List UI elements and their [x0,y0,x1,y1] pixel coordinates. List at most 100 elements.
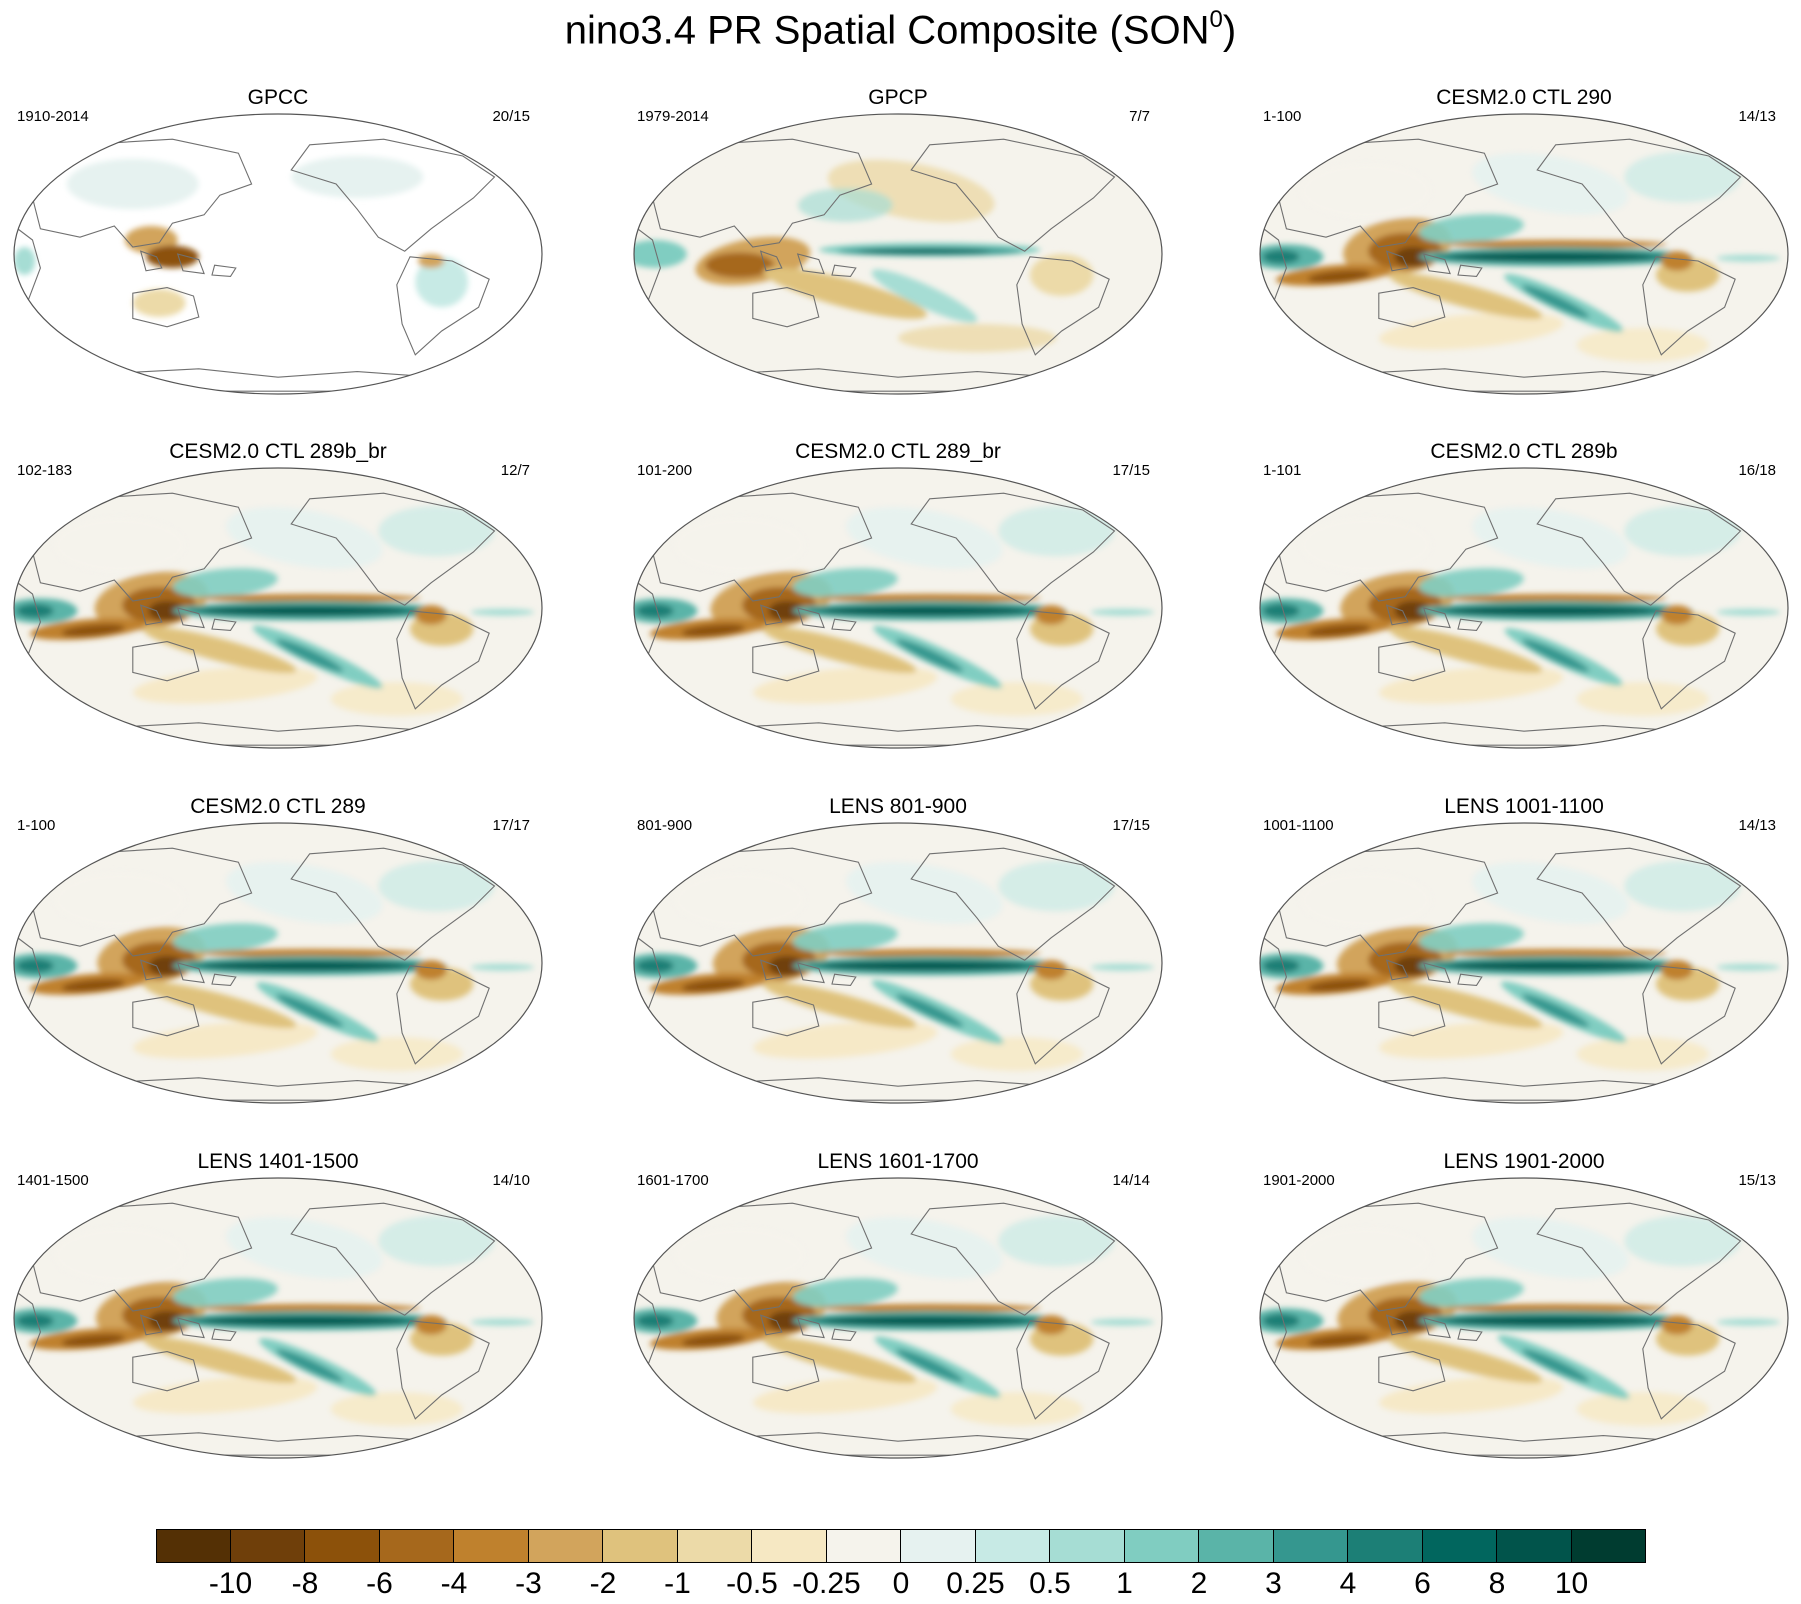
map-canvas [13,467,543,749]
panel-ratio: 14/13 [1738,817,1776,834]
panel-title: LENS 801-900 [829,795,967,818]
panel-ratio: 7/7 [1129,108,1150,125]
map-outline [1259,822,1789,1104]
colorbar-tick-label: 0.25 [946,1567,1005,1600]
panel-years: 1910-2014 [17,108,89,125]
map-canvas [13,113,543,395]
precip-field [14,156,469,317]
panel-ratio: 15/13 [1738,1172,1776,1189]
colorbar-swatch [1050,1529,1125,1563]
panel-title: CESM2.0 CTL 290 [1436,86,1612,109]
panel-years: 1601-1700 [637,1172,709,1189]
map-panel: LENS 1401-1500 1401-1500 14/10 [8,1150,548,1495]
precip-field [634,505,1155,716]
precip-field [1260,151,1781,362]
panel-ratio: 17/15 [1112,817,1150,834]
panel-title: CESM2.0 CTL 289b_br [169,440,387,463]
map-panel: CESM2.0 CTL 290 1-100 14/13 [1254,86,1794,431]
panel-title: LENS 1601-1700 [817,1150,979,1173]
map-canvas [1259,113,1789,395]
colorbar-swatch [603,1529,678,1563]
precip-field [634,159,1094,352]
colorbar-tick-label: -6 [366,1567,393,1600]
map-outline [1259,1177,1789,1459]
panel-title: LENS 1401-1500 [197,1150,359,1173]
precip-field [14,860,535,1071]
precip-field [1260,860,1781,1071]
panel-years: 1979-2014 [637,108,709,125]
colorbar-tick-label: 8 [1488,1567,1506,1600]
title-superscript: 0 [1209,6,1223,33]
map-panel: CESM2.0 CTL 289 1-100 17/17 [8,795,548,1140]
map-outline [13,467,543,749]
title-close: ) [1222,8,1237,53]
colorbar-swatch [1199,1529,1274,1563]
map-canvas [633,822,1163,1104]
colorbar-swatch [230,1529,305,1563]
precip-field [14,1215,535,1426]
panel-ratio: 17/15 [1112,462,1150,479]
colorbar-tick-label: -3 [515,1567,542,1600]
map-panel: GPCC 1910-2014 20/15 [8,86,548,431]
panel-ratio: 17/17 [492,817,530,834]
colorbar-swatch [1124,1529,1199,1563]
map-panel: CESM2.0 CTL 289b 1-101 16/18 [1254,440,1794,785]
panel-years: 1401-1500 [17,1172,89,1189]
map-outline [633,467,1163,749]
map-panel: LENS 801-900 801-900 17/15 [628,795,1168,1140]
map-outline [13,1177,543,1459]
colorbar-tick-label: -0.25 [792,1567,861,1600]
panel-years: 1901-2000 [1263,1172,1335,1189]
map-outline [1259,467,1789,749]
colorbar-tick-label: -0.5 [726,1567,778,1600]
map-canvas [633,113,1163,395]
panel-years: 1-101 [1263,462,1302,479]
panel-ratio: 14/13 [1738,108,1776,125]
colorbar-tick-label: 1 [1116,1567,1133,1600]
map-outline [13,822,543,1104]
colorbar-swatch [454,1529,529,1563]
map-panel: LENS 1001-1100 1001-1100 14/13 [1254,795,1794,1140]
map-outline [633,1177,1163,1459]
map-canvas [13,1177,543,1459]
map-panel: CESM2.0 CTL 289_br 101-200 17/15 [628,440,1168,785]
colorbar-swatch [156,1529,231,1563]
colorbar-tick-label: 4 [1339,1567,1357,1600]
colorbar-tick-label: 0 [892,1567,910,1600]
panel-ratio: 12/7 [500,462,530,479]
page-title: nino3.4 PR Spatial Composite (SON0) [0,6,1801,53]
panel-years: 102-183 [17,462,73,479]
colorbar-tick-label: 6 [1414,1567,1431,1600]
colorbar-swatch [305,1529,380,1563]
colorbar-tick-label: -10 [208,1567,253,1600]
map-canvas [633,467,1163,749]
colorbar [156,1529,1646,1563]
panel-years: 1-100 [17,817,56,834]
panel-years: 101-200 [637,462,693,479]
panel-title: LENS 1901-2000 [1443,1150,1605,1173]
panel-title: CESM2.0 CTL 289 [190,795,366,818]
map-canvas [1259,1177,1789,1459]
map-panel: GPCP 1979-2014 7/7 [628,86,1168,431]
colorbar-swatch [379,1529,454,1563]
map-panel: LENS 1901-2000 1901-2000 15/13 [1254,1150,1794,1495]
colorbar-swatch [1571,1529,1646,1563]
colorbar-swatch [677,1529,752,1563]
precip-field [634,860,1155,1071]
panel-ratio: 16/18 [1738,462,1776,479]
colorbar-tick-label: -4 [440,1567,468,1600]
colorbar-tick-label: -8 [291,1567,319,1600]
panel-title: GPCP [868,86,928,109]
colorbar-swatch [752,1529,827,1563]
colorbar-tick-label: 2 [1190,1567,1208,1600]
colorbar-swatch [901,1529,976,1563]
panel-title: CESM2.0 CTL 289b [1430,440,1618,463]
coastlines [1260,484,1768,746]
colorbar-swatch [826,1529,901,1563]
colorbar-swatch [975,1529,1050,1563]
panel-years: 801-900 [637,817,693,834]
coastlines [14,484,522,746]
panel-ratio: 14/14 [1112,1172,1150,1189]
coastlines [634,1194,1142,1456]
panel-years: 1-100 [1263,108,1302,125]
